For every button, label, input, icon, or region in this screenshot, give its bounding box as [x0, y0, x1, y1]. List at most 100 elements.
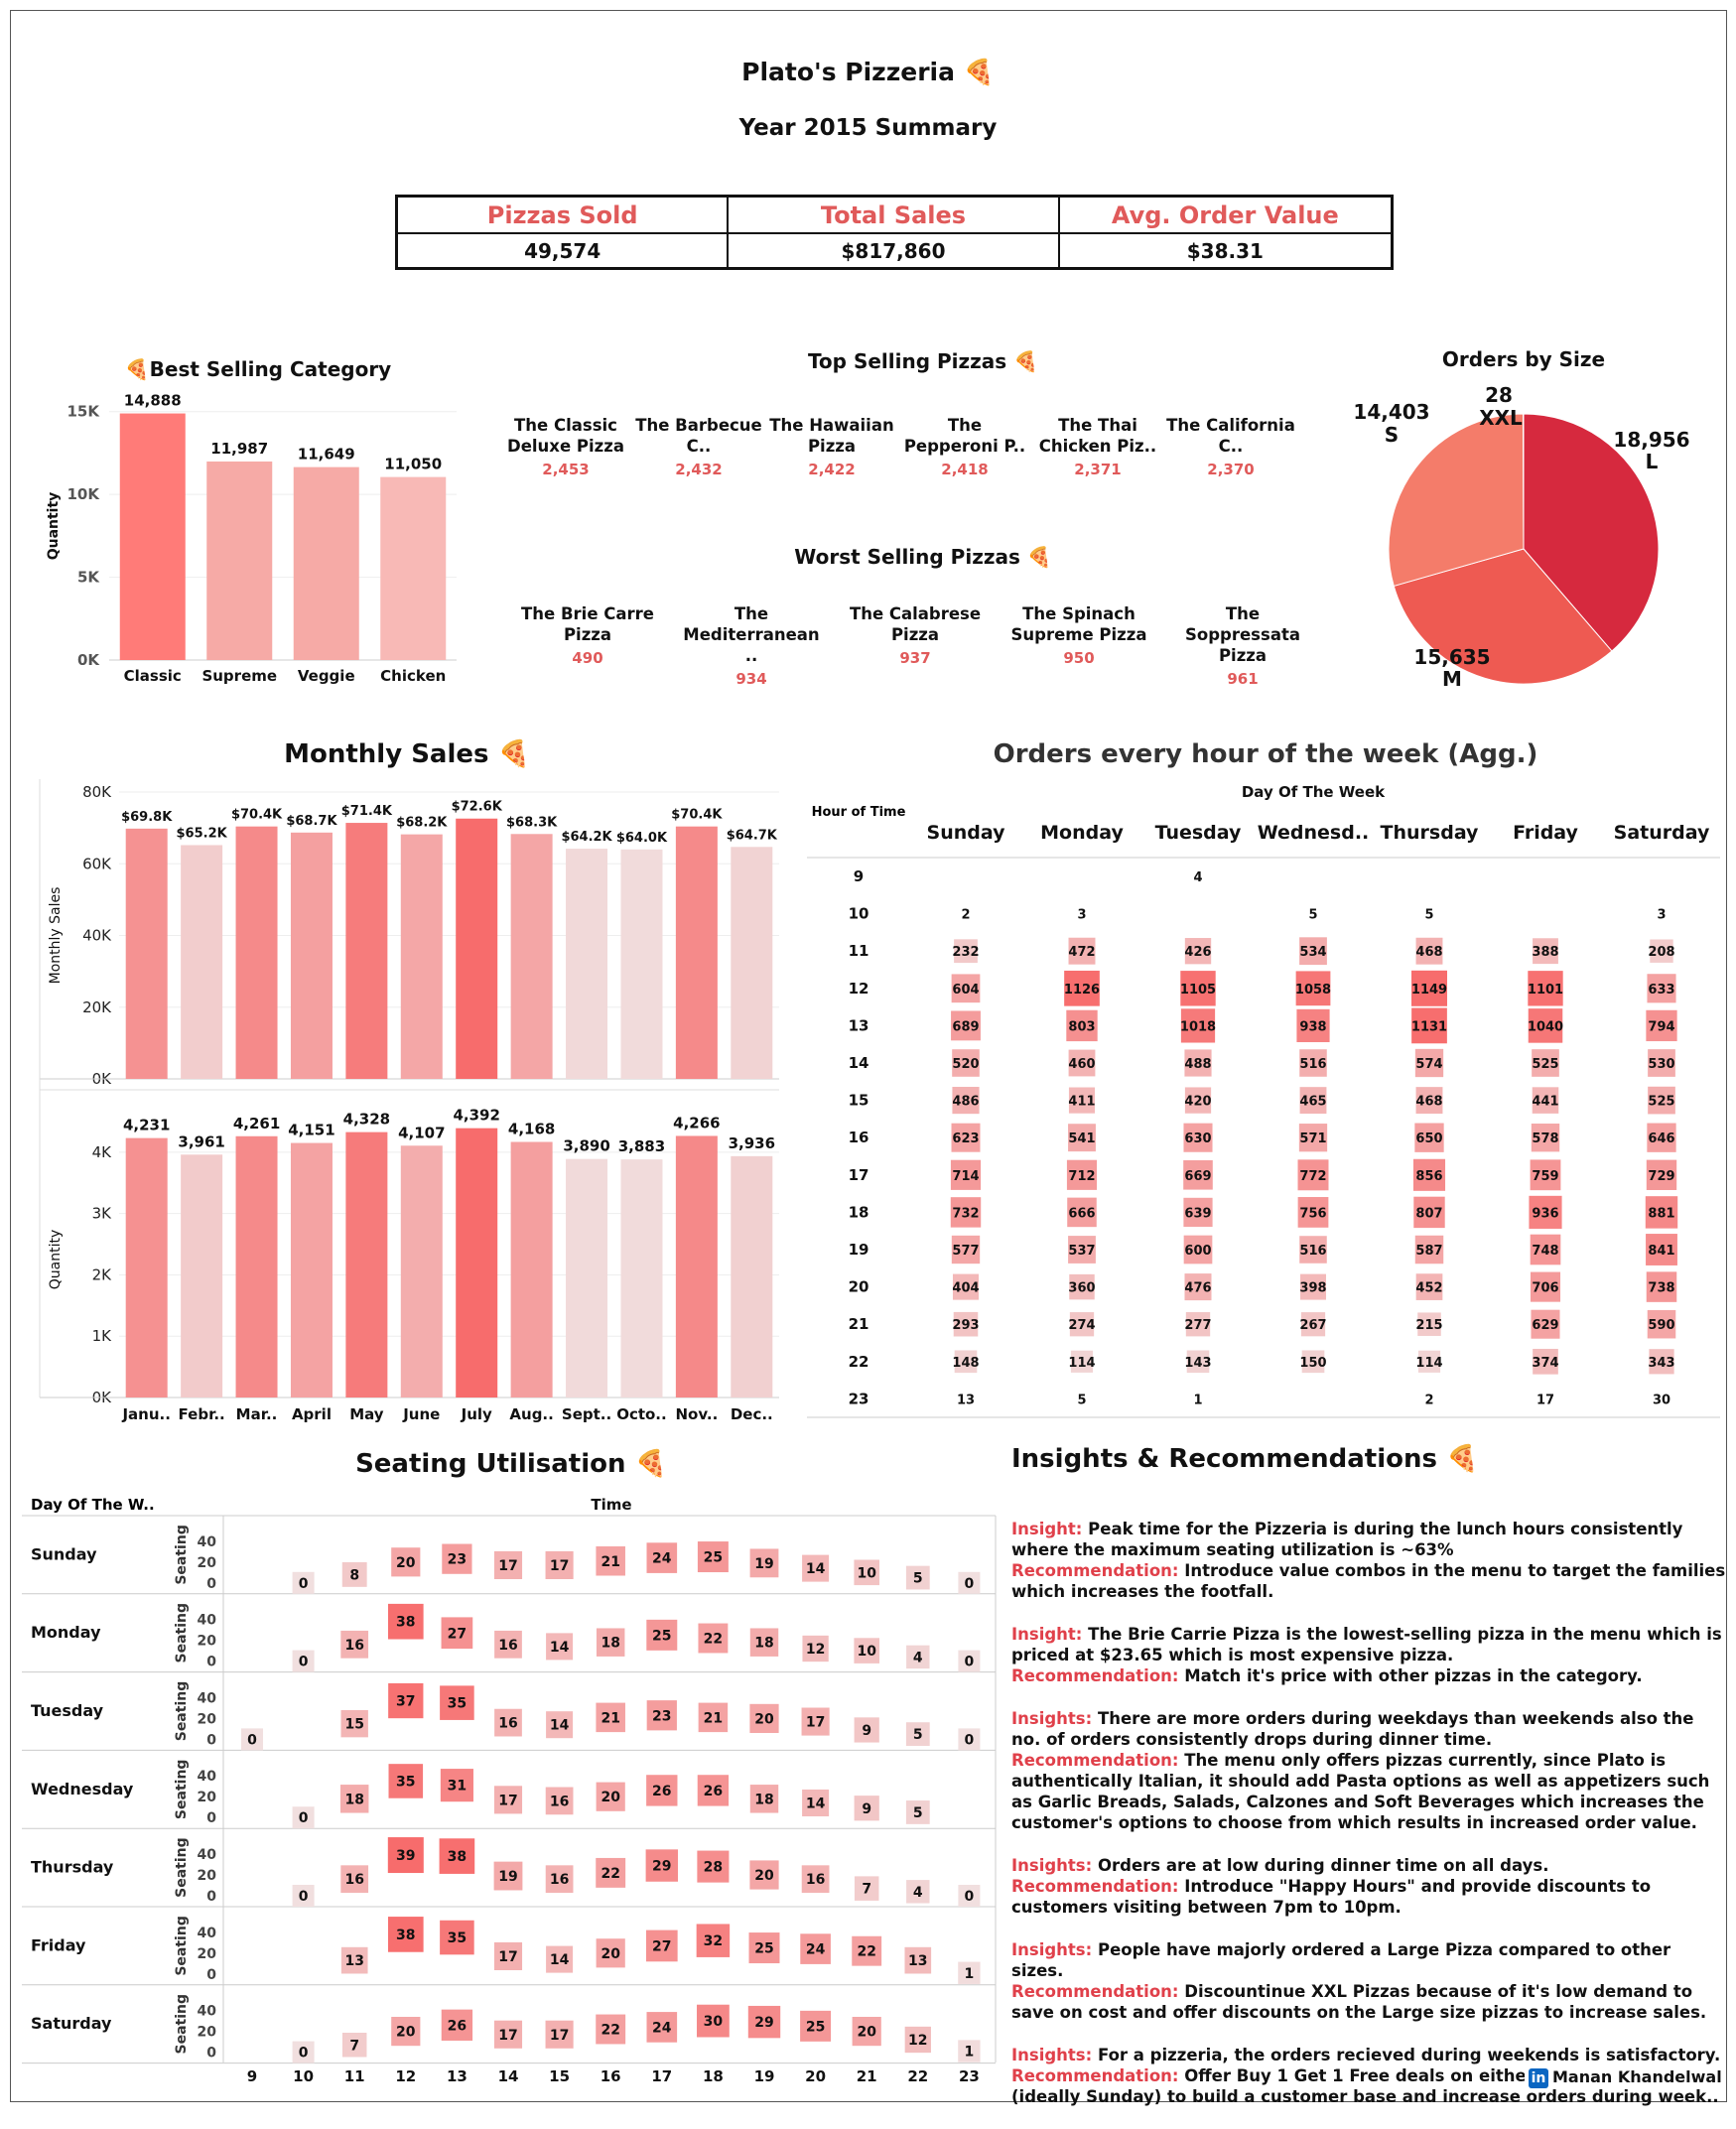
seat-y-tick: 40	[198, 1926, 217, 1941]
recommendation-key: Recommendation:	[1011, 1561, 1179, 1580]
y-tick-label: 20K	[82, 998, 112, 1016]
seat-value: 16	[498, 1638, 517, 1654]
seat-value: 25	[806, 2019, 825, 2035]
heat-value: 1	[1193, 1393, 1202, 1407]
seat-axis-title: Seating	[174, 1916, 190, 1976]
month-bar	[291, 833, 333, 1079]
heat-value: 468	[1415, 1095, 1442, 1110]
heat-value: 590	[1648, 1318, 1674, 1333]
heat-value: 5	[1308, 908, 1317, 923]
heat-value: 2	[961, 908, 970, 923]
seat-y-tick: 0	[206, 1655, 216, 1670]
seat-value: 35	[448, 1930, 467, 1946]
heat-value: 215	[1415, 1318, 1442, 1333]
heat-value: 936	[1532, 1206, 1558, 1221]
seat-hour-label: 23	[959, 2067, 980, 2085]
category-bar	[206, 462, 272, 660]
seat-value: 20	[396, 1555, 416, 1571]
heat-value: 420	[1184, 1095, 1211, 1110]
heat-value: 534	[1299, 945, 1326, 960]
seat-row-header: Day Of The W..	[31, 1496, 155, 1514]
seat-value: 16	[806, 1872, 825, 1888]
heat-value: 732	[952, 1206, 979, 1221]
seat-value: 26	[704, 1784, 723, 1799]
seat-value: 24	[652, 2020, 672, 2036]
pie-value-label: 15,635	[1413, 645, 1490, 669]
heat-value: 360	[1068, 1281, 1095, 1296]
seat-value: 25	[754, 1941, 773, 1957]
seat-value: 14	[806, 1796, 826, 1812]
seat-value: 23	[652, 1708, 671, 1724]
heat-value: 143	[1184, 1356, 1211, 1371]
seat-value: 18	[344, 1792, 363, 1807]
category-label: Classic	[124, 667, 182, 685]
seat-hour-label: 12	[395, 2067, 416, 2085]
seat-value: 18	[754, 1792, 773, 1807]
month-bar	[731, 847, 772, 1079]
seat-value: 17	[498, 2028, 517, 2044]
heat-value: 114	[1068, 1356, 1095, 1371]
hour-label: 19	[849, 1241, 869, 1259]
seat-value: 0	[299, 1576, 309, 1592]
month-bar	[731, 1156, 772, 1397]
seat-value: 31	[448, 1779, 467, 1795]
heat-value: 578	[1532, 1131, 1558, 1146]
heat-value: 794	[1648, 1019, 1674, 1034]
hour-label: 23	[849, 1390, 869, 1407]
heat-value: 574	[1415, 1057, 1442, 1072]
bar-value-label: 11,050	[384, 456, 442, 473]
month-label: Sept..	[562, 1405, 611, 1423]
seat-hour-label: 15	[549, 2067, 570, 2085]
seat-value: 0	[247, 1732, 257, 1748]
bar-value-label: $64.7K	[727, 828, 778, 843]
month-bar	[345, 1132, 387, 1397]
seat-value: 7	[349, 2038, 359, 2054]
seat-value: 5	[913, 1727, 923, 1743]
seat-day-label: Wednesday	[31, 1780, 134, 1798]
seat-hour-label: 11	[344, 2067, 365, 2085]
insight-text: For a pizzeria, the orders recieved duri…	[1098, 2046, 1720, 2064]
seat-value: 0	[299, 1810, 309, 1826]
month-label: April	[292, 1405, 332, 1423]
heat-value: 525	[1648, 1095, 1674, 1110]
seat-value: 1	[965, 2045, 975, 2061]
hour-label: 16	[849, 1129, 869, 1146]
seat-value: 35	[448, 1696, 467, 1712]
heat-value: 577	[952, 1244, 979, 1259]
seat-value: 25	[704, 1550, 723, 1566]
y-tick-label: 60K	[82, 855, 112, 872]
month-label: Aug..	[509, 1405, 553, 1423]
heat-value: 488	[1184, 1057, 1211, 1072]
heat-value: 714	[952, 1169, 979, 1184]
seat-axis-title: Seating	[174, 1837, 190, 1898]
insights-panel: Insight: Peak time for the Pizzeria is d…	[1011, 1519, 1726, 2129]
seat-value: 18	[754, 1636, 773, 1652]
seat-value: 24	[806, 1942, 826, 1958]
seat-hour-label: 19	[754, 2067, 775, 2085]
seat-value: 39	[396, 1848, 415, 1864]
category-bar	[294, 467, 359, 660]
heat-value: 666	[1068, 1206, 1095, 1221]
heat-value: 646	[1648, 1131, 1674, 1146]
seat-value: 22	[601, 2023, 619, 2039]
seat-value: 17	[498, 1558, 517, 1574]
seat-value: 14	[806, 1561, 826, 1577]
bar-value-label: 4,231	[123, 1117, 170, 1134]
heat-value: 1105	[1180, 983, 1216, 998]
heat-value: 1040	[1528, 1019, 1563, 1034]
heat-value: 343	[1648, 1356, 1674, 1371]
heat-value: 3	[1657, 908, 1666, 923]
heat-value: 208	[1648, 945, 1674, 960]
heat-value: 689	[952, 1019, 979, 1034]
heat-day-label: Sunday	[927, 822, 1006, 844]
seat-value: 20	[396, 2025, 416, 2041]
seat-hour-label: 16	[601, 2067, 621, 2085]
seat-y-tick: 20	[198, 2025, 217, 2041]
bar-value-label: $70.4K	[671, 808, 723, 823]
seat-value: 9	[862, 1801, 871, 1817]
seat-value: 26	[448, 2018, 467, 2034]
bar-value-label: $68.2K	[396, 816, 448, 831]
seat-value: 10	[857, 1565, 876, 1581]
seat-value: 0	[965, 1655, 975, 1670]
